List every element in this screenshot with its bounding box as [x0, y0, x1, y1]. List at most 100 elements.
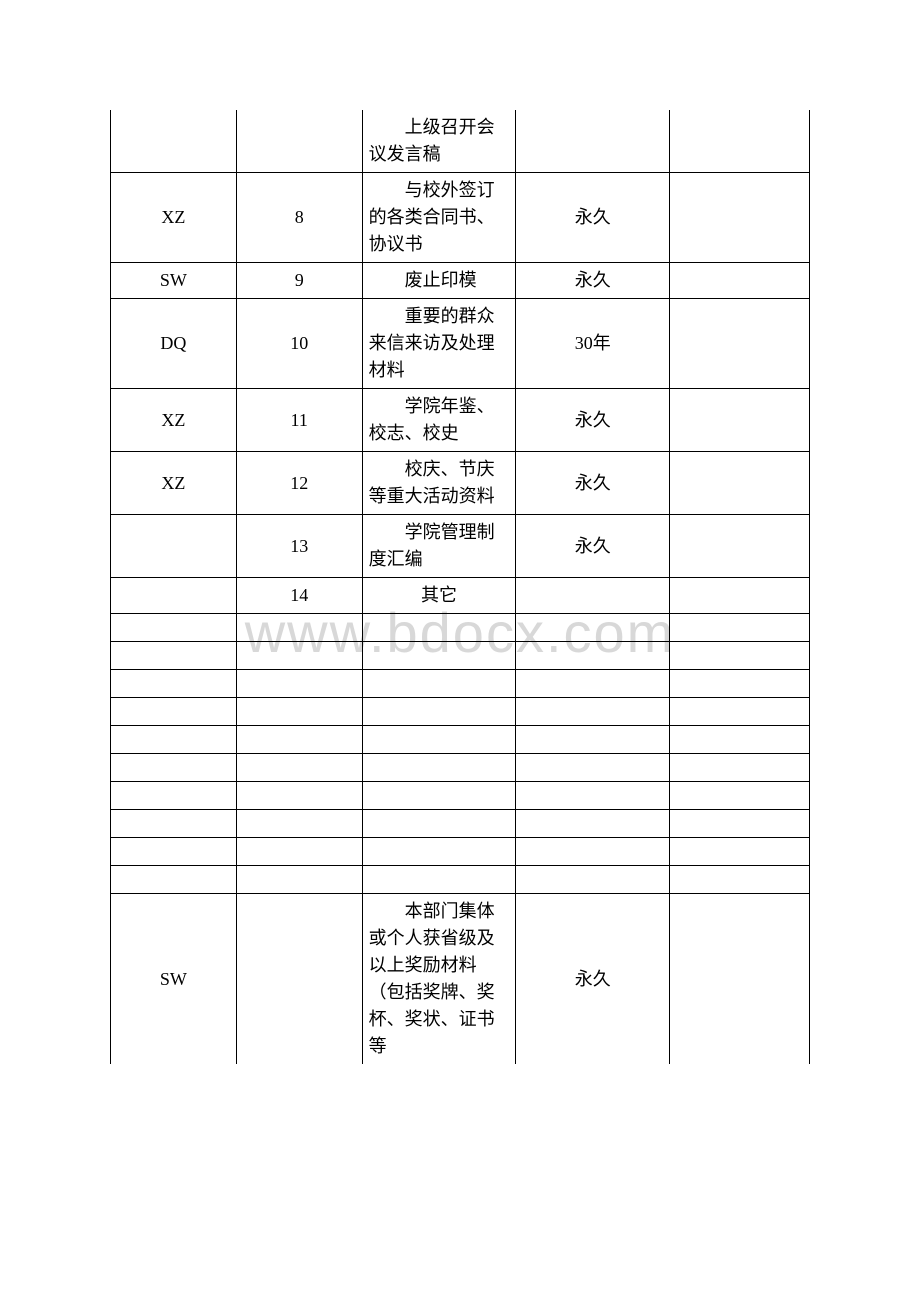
- table-cell: [362, 810, 516, 838]
- table-cell: [111, 726, 237, 754]
- table-cell: [362, 782, 516, 810]
- table-cell: [111, 698, 237, 726]
- table-cell: [236, 810, 362, 838]
- table-cell: [516, 578, 670, 614]
- table-cell: 本部门集体或个人获省级及以上奖励材料（包括奖牌、奖杯、奖状、证书等: [362, 894, 516, 1065]
- document-table: 上级召开会议发言稿XZ8与校外签订的各类合同书、协议书永久SW9废止印模永久DQ…: [110, 110, 810, 1064]
- table-cell: XZ: [111, 389, 237, 452]
- table-row: [111, 726, 810, 754]
- table-cell: 废止印模: [362, 263, 516, 299]
- table-row: 13学院管理制度汇编永久: [111, 515, 810, 578]
- table-cell: [516, 726, 670, 754]
- table-cell: [362, 614, 516, 642]
- table-cell: [670, 894, 810, 1065]
- table-cell: SW: [111, 894, 237, 1065]
- table-cell: 永久: [516, 263, 670, 299]
- table-cell: [670, 782, 810, 810]
- table-cell: [236, 614, 362, 642]
- table-cell: [236, 782, 362, 810]
- table-cell: 学院年鉴、校志、校史: [362, 389, 516, 452]
- table-container: 上级召开会议发言稿XZ8与校外签订的各类合同书、协议书永久SW9废止印模永久DQ…: [110, 110, 810, 1064]
- table-cell: [111, 810, 237, 838]
- table-cell: [111, 866, 237, 894]
- table-row: SW9废止印模永久: [111, 263, 810, 299]
- table-cell: [516, 782, 670, 810]
- table-cell: [111, 838, 237, 866]
- table-cell: [236, 866, 362, 894]
- table-row: 上级召开会议发言稿: [111, 110, 810, 173]
- table-cell: [236, 838, 362, 866]
- table-row: [111, 782, 810, 810]
- table-cell: [516, 754, 670, 782]
- table-cell: SW: [111, 263, 237, 299]
- table-row: DQ10重要的群众来信来访及处理材料30年: [111, 299, 810, 389]
- table-cell: [111, 782, 237, 810]
- table-cell: 30年: [516, 299, 670, 389]
- table-row: [111, 838, 810, 866]
- table-cell: 13: [236, 515, 362, 578]
- table-cell: DQ: [111, 299, 237, 389]
- table-cell: [362, 698, 516, 726]
- table-cell: 重要的群众来信来访及处理材料: [362, 299, 516, 389]
- table-cell: [670, 726, 810, 754]
- table-row: [111, 614, 810, 642]
- table-row: XZ12校庆、节庆等重大活动资料永久: [111, 452, 810, 515]
- table-cell: 永久: [516, 173, 670, 263]
- table-cell: [516, 110, 670, 173]
- table-row: SW 本部门集体或个人获省级及以上奖励材料（包括奖牌、奖杯、奖状、证书等永久: [111, 894, 810, 1065]
- table-cell: 8: [236, 173, 362, 263]
- table-cell: 12: [236, 452, 362, 515]
- table-cell: [670, 299, 810, 389]
- table-cell: 11: [236, 389, 362, 452]
- table-cell: 10: [236, 299, 362, 389]
- table-cell: [111, 670, 237, 698]
- table-cell: [670, 110, 810, 173]
- table-cell: [670, 810, 810, 838]
- table-cell: [111, 642, 237, 670]
- table-cell: 学院管理制度汇编: [362, 515, 516, 578]
- table-cell: [670, 642, 810, 670]
- table-cell: [670, 452, 810, 515]
- table-cell: [236, 754, 362, 782]
- table-cell: [236, 110, 362, 173]
- table-cell: [670, 173, 810, 263]
- table-row: [111, 698, 810, 726]
- table-cell: [516, 614, 670, 642]
- table-cell: [362, 754, 516, 782]
- table-cell: [516, 838, 670, 866]
- table-cell: XZ: [111, 452, 237, 515]
- table-row: XZ8与校外签订的各类合同书、协议书永久: [111, 173, 810, 263]
- table-cell: [362, 670, 516, 698]
- table-cell: 14: [236, 578, 362, 614]
- table-cell: 9: [236, 263, 362, 299]
- table-cell: [670, 515, 810, 578]
- table-cell: 永久: [516, 894, 670, 1065]
- table-cell: [236, 670, 362, 698]
- table-row: [111, 866, 810, 894]
- table-row: [111, 642, 810, 670]
- table-cell: [111, 578, 237, 614]
- table-row: 14其它: [111, 578, 810, 614]
- table-cell: [670, 389, 810, 452]
- table-row: [111, 670, 810, 698]
- table-cell: 永久: [516, 452, 670, 515]
- table-cell: [362, 838, 516, 866]
- table-cell: XZ: [111, 173, 237, 263]
- table-cell: [516, 642, 670, 670]
- table-cell: [236, 726, 362, 754]
- table-cell: [670, 670, 810, 698]
- table-cell: [670, 614, 810, 642]
- table-row: XZ11学院年鉴、校志、校史永久: [111, 389, 810, 452]
- table-cell: [670, 263, 810, 299]
- table-cell: [670, 866, 810, 894]
- table-cell: [236, 698, 362, 726]
- table-cell: [670, 578, 810, 614]
- table-cell: [111, 515, 237, 578]
- table-cell: [516, 810, 670, 838]
- table-row: [111, 754, 810, 782]
- table-cell: [670, 754, 810, 782]
- table-cell: [111, 110, 237, 173]
- table-cell: [516, 866, 670, 894]
- table-cell: [516, 698, 670, 726]
- table-cell: [236, 894, 362, 1065]
